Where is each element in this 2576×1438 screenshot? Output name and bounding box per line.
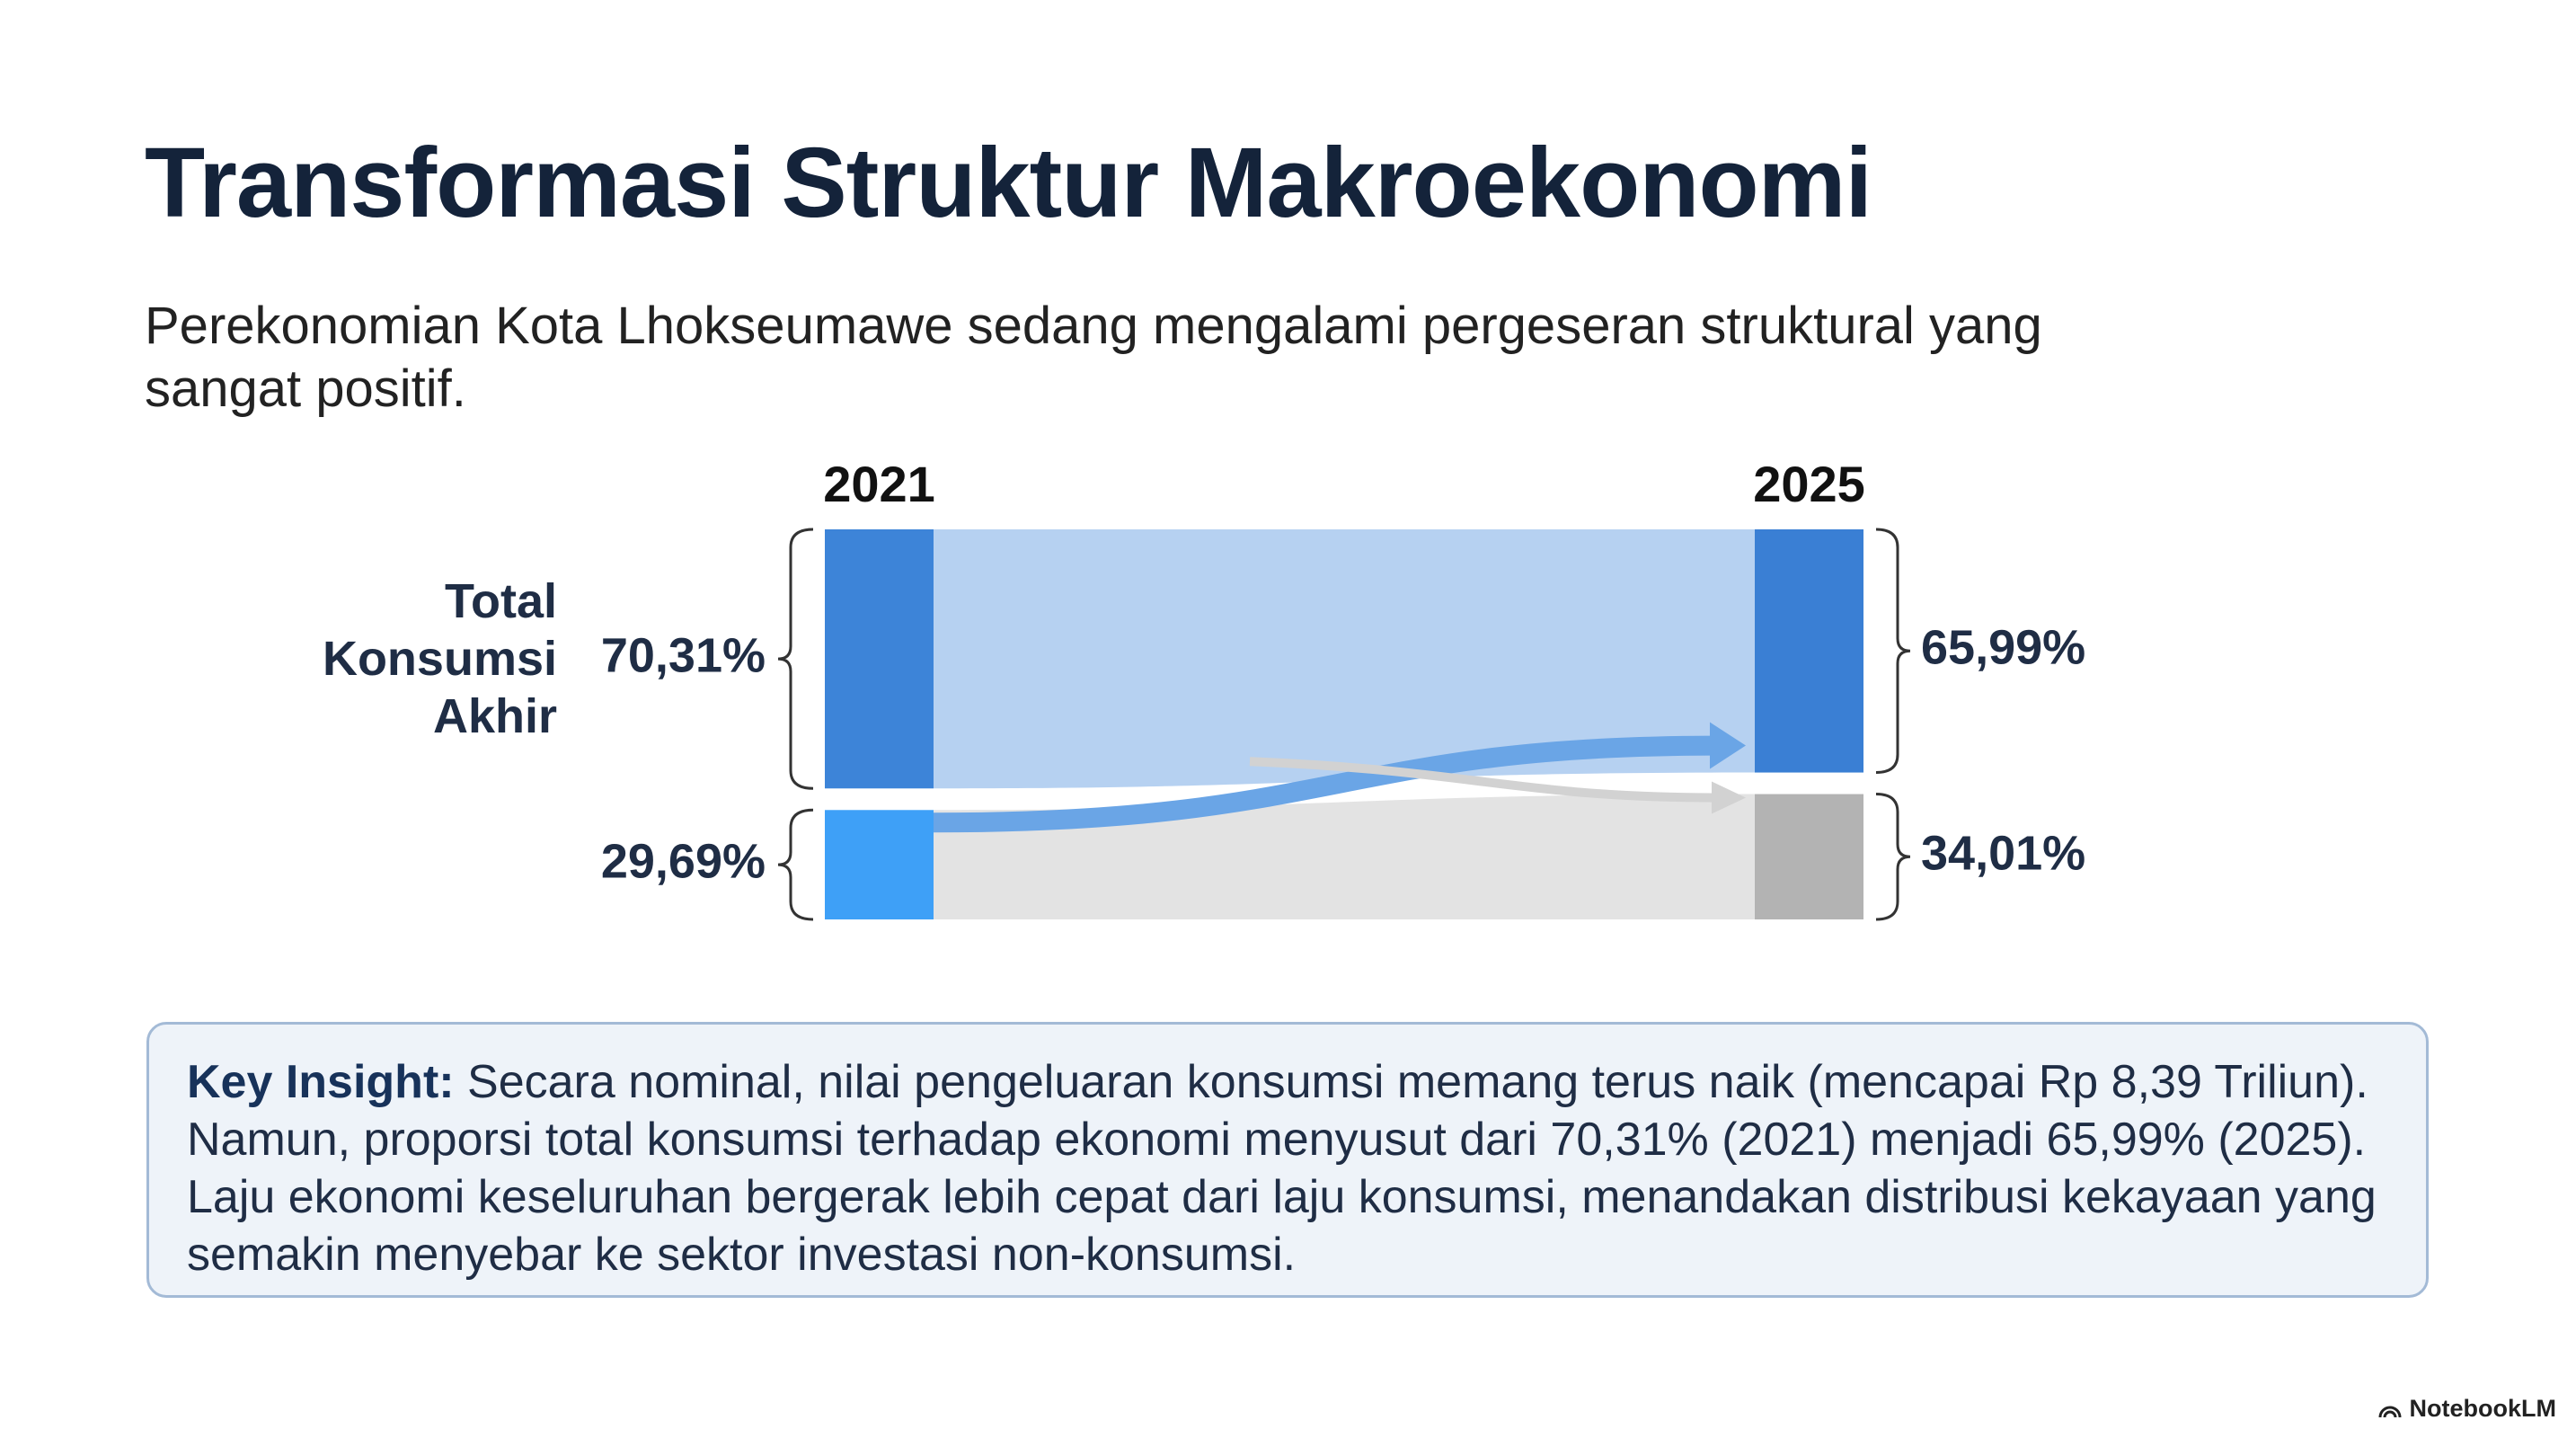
value-label: 70,31% [601,628,766,682]
value-label: 34,01% [1921,827,2085,881]
bracket [1875,793,1911,921]
insight-text: Secara nominal, nilai pengeluaran konsum… [187,1056,2377,1281]
year-label: 2025 [1753,456,1865,512]
flow-node [1755,794,1863,919]
arrow-head [1712,781,1746,814]
series-label: Total Konsumsi Akhir [322,574,557,744]
value-label: 65,99% [1921,621,2085,675]
bracket [1875,528,1911,775]
brand: NotebookLM [2377,1395,2556,1423]
brand-text: NotebookLM [2409,1395,2556,1422]
bracket [777,528,814,790]
title: Transformasi Struktur Makroekonomi [145,128,1872,238]
flow-arrow [1249,757,1720,803]
arrow-head [1710,722,1746,769]
flow-arrow [933,735,1720,833]
value-label: 29,69% [601,834,766,888]
year-label: 2021 [823,456,935,512]
flow-node [1755,529,1863,773]
bracket [777,808,814,921]
flow-node [825,810,934,919]
brand-icon [2378,1406,2402,1417]
flow-band [934,529,1755,789]
subtitle: Perekonomian Kota Lhokseumawe sedang men… [145,297,2042,418]
insight-label: Key Insight: [187,1056,455,1108]
flow-node [825,529,934,789]
flow-band [934,794,1755,919]
insight-box: Key Insight: Secara nominal, nilai penge… [146,1022,2429,1298]
chart: 70,31% 65,99% 29,69% 34,01% 2021 2025 [601,456,2085,921]
